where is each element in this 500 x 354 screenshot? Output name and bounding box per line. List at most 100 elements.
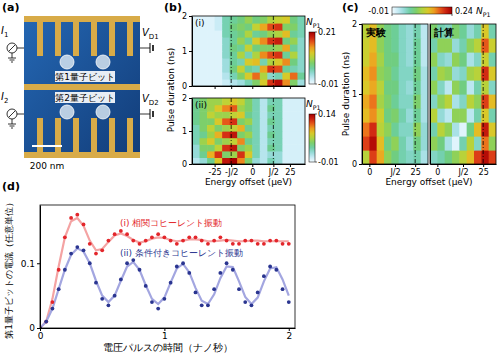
data-point (57, 287, 61, 291)
heatmap-cell (192, 51, 200, 59)
axis-line (430, 25, 431, 165)
heatmap-cell (377, 122, 385, 137)
tick: 0 (435, 164, 440, 177)
gate (37, 16, 43, 56)
data-point (250, 239, 254, 243)
axis-line (362, 25, 363, 165)
y-axis-title: 第1量子ビットの電流（任意単位） (4, 198, 14, 339)
heatmap-cell (260, 157, 268, 164)
heatmap-cell (290, 58, 298, 66)
data-point (131, 239, 135, 243)
tick-mark (273, 164, 274, 167)
heatmap-cell (481, 38, 489, 53)
heatmap-cells (192, 98, 305, 164)
heatmap-cell (369, 122, 377, 137)
heatmap-cell (297, 16, 305, 24)
heatmap-cell (282, 157, 290, 164)
gate (91, 118, 97, 158)
heatmap-cell (260, 98, 268, 105)
data-point (156, 232, 160, 236)
colorbar-tick-label: -0.01 (368, 7, 389, 16)
heatmap-cell (275, 16, 283, 24)
data-point (231, 242, 235, 246)
plot-frame (192, 98, 305, 164)
tick-mark (369, 164, 370, 167)
axis-line (192, 99, 193, 165)
heatmap-cell (474, 150, 482, 164)
heatmap-cell (252, 144, 260, 151)
heatmap-cell (267, 157, 275, 164)
heatmap-cell (406, 94, 414, 109)
heatmap-cell (207, 23, 215, 31)
tick-mark (483, 164, 484, 167)
panel-label: (d) (2, 180, 20, 193)
heatmap-cell (267, 138, 275, 145)
tick: 0 (38, 328, 44, 341)
heatmap-cell (369, 94, 377, 109)
colorbar-tick-label: -0.01 (318, 80, 339, 89)
heatmap-cell (275, 157, 283, 164)
tick-label: 2 (352, 20, 357, 29)
heatmap-cell (245, 65, 253, 73)
heatmap-cell (369, 150, 377, 164)
heatmap-cell (207, 131, 215, 138)
heatmap-cell (252, 58, 260, 66)
heatmap-cell (260, 144, 268, 151)
heatmap-cell (215, 51, 223, 59)
heatmap-cell (207, 138, 215, 145)
colorbar (392, 7, 452, 14)
heatmap-cell (192, 144, 200, 151)
data-point (181, 239, 185, 243)
heatmap-cell (222, 105, 230, 112)
data-point (125, 261, 129, 265)
wire (140, 114, 150, 115)
heatmap-cell (252, 37, 260, 45)
heatmap-cell (282, 23, 290, 31)
tick-mark (437, 164, 438, 167)
data-point (237, 287, 241, 291)
heatmap-cell (275, 98, 283, 105)
tick (273, 86, 274, 89)
heatmap-cell (222, 124, 230, 131)
tick: -J/2 (225, 164, 238, 177)
tick: 1 (182, 47, 192, 56)
heatmap-cell (192, 151, 200, 158)
heatmap-cell (421, 136, 428, 151)
heatmap-cell (275, 58, 283, 66)
heatmap-cell (459, 24, 467, 39)
tick-mark (290, 86, 291, 89)
heatmap-cell (290, 118, 298, 125)
heatmap-cell (237, 58, 245, 66)
wire (17, 48, 24, 49)
tick-label: 0.1 (21, 259, 35, 269)
tick: 1 (352, 90, 362, 99)
heatmap-cell (362, 150, 370, 164)
heatmap-cell (245, 79, 253, 86)
quantum-dot (60, 105, 74, 119)
tick (215, 86, 216, 89)
heatmap-cell (237, 16, 245, 24)
heatmap-cell (467, 150, 475, 164)
heatmap-cell (207, 79, 215, 86)
tick-mark (189, 98, 192, 99)
heatmap-cell (421, 122, 428, 137)
heatmap-cell (445, 94, 453, 109)
heatmap-cell (260, 138, 268, 145)
data-point (287, 300, 291, 304)
heatmap-cell (200, 72, 208, 80)
gate (127, 16, 133, 56)
ground (11, 128, 13, 129)
data-point (138, 268, 142, 272)
data-point (162, 235, 166, 239)
data-point (256, 290, 260, 294)
data-point (225, 261, 229, 265)
heatmap-cell (459, 150, 467, 164)
heatmap-cell (297, 58, 305, 66)
heatmap-cell (245, 118, 253, 125)
heatmap-cell (237, 144, 245, 151)
heatmap-cell (200, 79, 208, 86)
heatmap-cell (467, 24, 475, 39)
heatmap-cell (245, 37, 253, 45)
heatmap-cell (237, 65, 245, 73)
heatmap-cell (391, 24, 399, 39)
